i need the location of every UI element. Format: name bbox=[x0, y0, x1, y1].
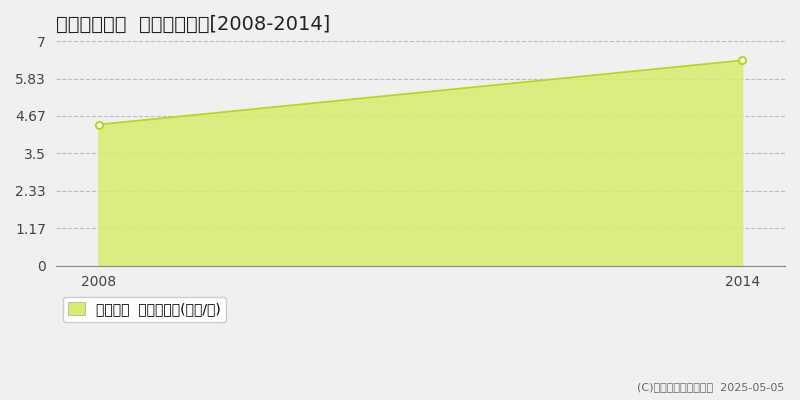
Legend: 土地価格  平均坪単価(万円/坪): 土地価格 平均坪単価(万円/坪) bbox=[62, 296, 226, 322]
Text: 佐野市七軒町  土地価格推移[2008-2014]: 佐野市七軒町 土地価格推移[2008-2014] bbox=[55, 15, 330, 34]
Text: (C)土地価格ドットコム  2025-05-05: (C)土地価格ドットコム 2025-05-05 bbox=[637, 382, 784, 392]
